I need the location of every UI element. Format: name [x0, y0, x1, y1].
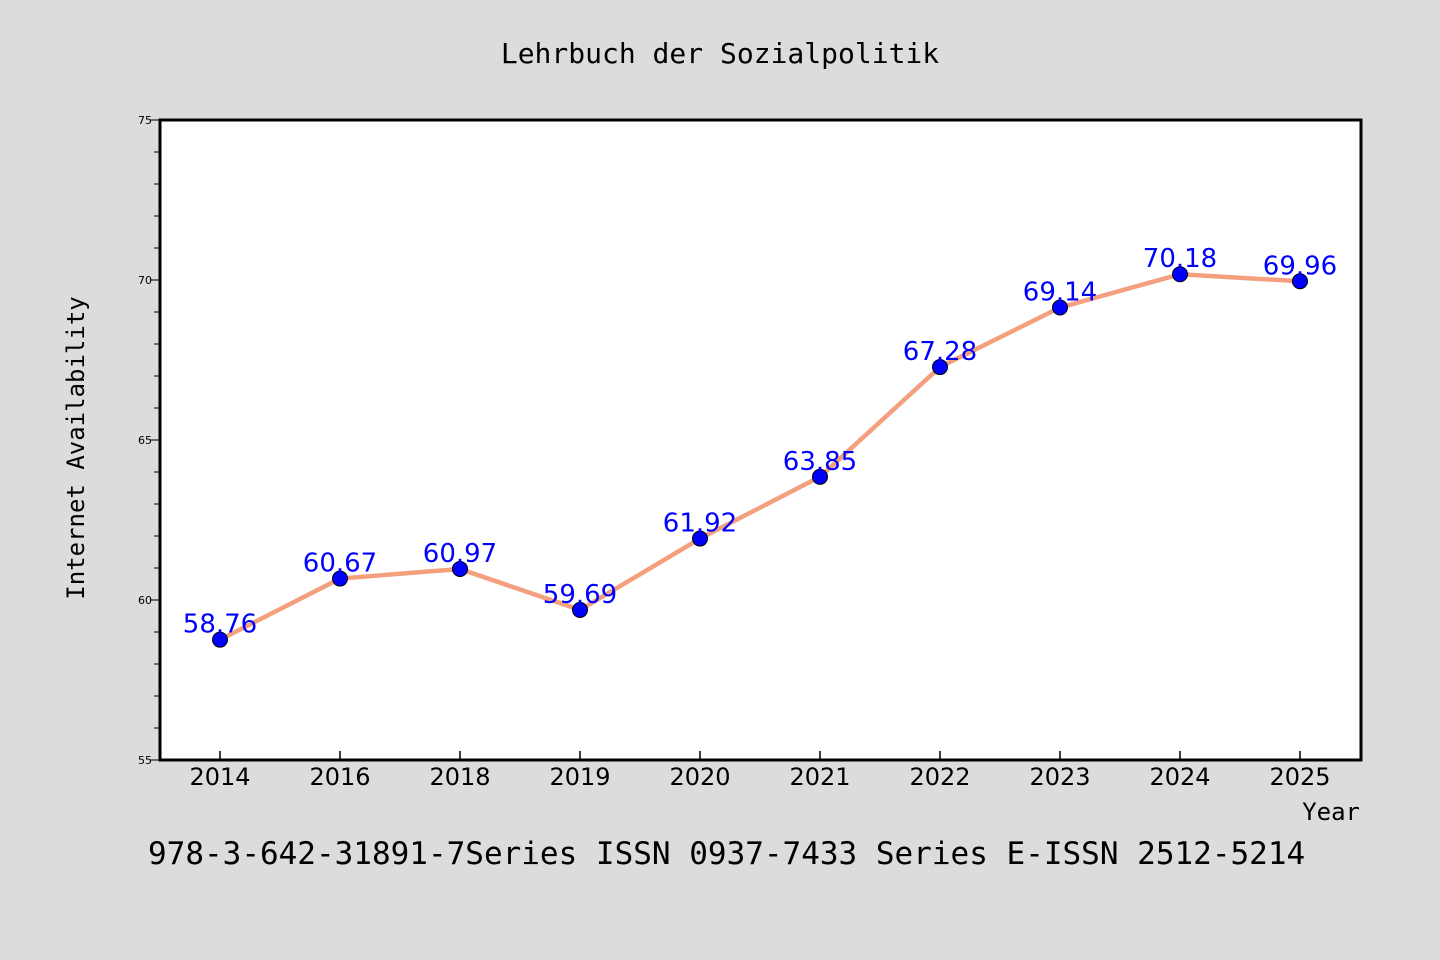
data-point — [812, 468, 828, 485]
data-point — [692, 530, 708, 547]
x-tick-label: 2024 — [1149, 763, 1210, 791]
y-tick-label: 60 — [138, 594, 152, 607]
data-point — [452, 560, 468, 577]
plot-area — [160, 120, 1361, 760]
data-label: 61.92 — [663, 509, 737, 539]
data-label: 70.18 — [1143, 244, 1217, 274]
x-axis: 2014 2016 2018 2019 2020 2021 2022 2023 2024 2025 — [189, 751, 1331, 791]
x-tick-label: 2022 — [909, 763, 970, 791]
y-tick-label: 65 — [138, 434, 152, 447]
data-label: 69.14 — [1023, 278, 1097, 308]
y-axis: 55 60 65 70 75 — [138, 114, 160, 767]
data-point — [932, 359, 948, 376]
y-axis-label: Internet Availability — [62, 296, 90, 599]
data-label: 69.96 — [1263, 251, 1337, 281]
series-line — [217, 271, 1303, 642]
data-point — [1052, 299, 1068, 316]
x-tick-label: 2014 — [189, 763, 250, 791]
x-tick-label: 2019 — [549, 763, 610, 791]
data-point — [1292, 273, 1308, 290]
x-tick-label: 2018 — [429, 763, 490, 791]
plot-frame — [158, 118, 1363, 762]
data-label: 59.69 — [543, 580, 617, 610]
data-label: 58.76 — [183, 610, 257, 640]
x-tick-label: 2021 — [789, 763, 850, 791]
data-labels: 58.76 60.67 60.97 59.69 61.92 63.85 67.28 69.14… — [183, 244, 1337, 639]
x-tick-label: 2025 — [1269, 763, 1330, 791]
data-point — [332, 570, 348, 587]
x-axis-label: Year — [1302, 798, 1360, 826]
data-point — [1172, 266, 1188, 283]
data-label: 63.85 — [783, 447, 857, 477]
data-point — [212, 631, 228, 648]
x-tick-label: 2016 — [309, 763, 370, 791]
series-layer — [212, 266, 1308, 648]
data-point — [572, 601, 588, 618]
data-label: 60.97 — [423, 539, 497, 569]
x-tick-label: 2023 — [1029, 763, 1090, 791]
chart-title: Lehrbuch der Sozialpolitik — [501, 37, 939, 70]
data-label: 67.28 — [903, 337, 977, 367]
y-tick-label: 75 — [138, 114, 152, 127]
y-tick-label: 70 — [138, 274, 152, 287]
x-tick-label: 2020 — [669, 763, 730, 791]
footer-identifier-text: 978-3-642-31891-7Series ISSN 0937-7433 S… — [148, 836, 1305, 872]
y-tick-label: 55 — [138, 754, 152, 767]
data-label: 60.67 — [303, 549, 377, 579]
